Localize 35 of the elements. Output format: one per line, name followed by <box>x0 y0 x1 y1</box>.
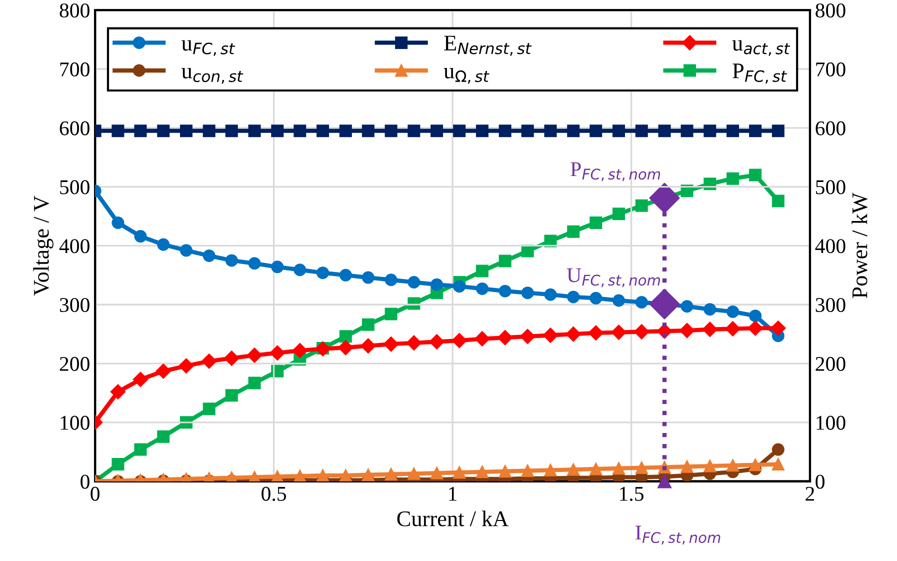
x-tick-label: 1.5 <box>620 486 644 501</box>
y-tick-label: 400 <box>59 239 90 254</box>
x-tick-label: 0 <box>90 486 100 501</box>
legend-label: u$_{act,st}$ <box>732 40 790 56</box>
x-tick-label: 0.5 <box>262 486 286 501</box>
y2-tick-label: 500 <box>816 180 846 194</box>
y2-tick-label: 0 <box>816 474 824 489</box>
y-tick-label: 0 <box>80 474 90 489</box>
y2-tick-label: 400 <box>815 239 846 254</box>
y-tick-label: 300 <box>60 298 90 312</box>
y2-tick-label: 800 <box>816 3 846 18</box>
annotation: U$_{FC,st,nom}$ <box>566 268 660 288</box>
x-tick-label: 1 <box>449 486 456 501</box>
y2-axis-title: Power / kW <box>852 192 868 298</box>
y-tick-label: 700 <box>60 62 90 76</box>
y-tick-label: 500 <box>60 180 90 194</box>
annotation: P$_{FC,st,nom}$ <box>570 162 660 182</box>
y-tick-label: 800 <box>60 3 90 18</box>
y-tick-label: 600 <box>60 121 90 136</box>
y-axis-title: Voltage / V <box>33 196 54 296</box>
legend-label: u$_{Ω,st}$ <box>444 68 490 84</box>
legend-label: E$_{Nernst,st}$ <box>444 36 532 56</box>
y2-tick-label: 200 <box>816 356 846 371</box>
legend-label: u$_{FC,st}$ <box>182 40 236 56</box>
legend-label: P$_{FC,st}$ <box>732 64 788 84</box>
y2-tick-label: 300 <box>816 298 846 312</box>
y-tick-label: 100 <box>60 416 90 430</box>
y-tick-label: 200 <box>60 356 90 371</box>
y2-tick-label: 700 <box>816 62 846 76</box>
y2-tick-label: 600 <box>816 121 846 136</box>
x-axis-title: Current / kA <box>397 510 509 526</box>
x-tick-label: 2 <box>806 486 814 501</box>
legend-label: u$_{con,st}$ <box>182 68 244 84</box>
ref-line-label: I$_{FC,st,nom}$ <box>636 526 720 545</box>
y2-tick-label: 100 <box>816 416 846 430</box>
